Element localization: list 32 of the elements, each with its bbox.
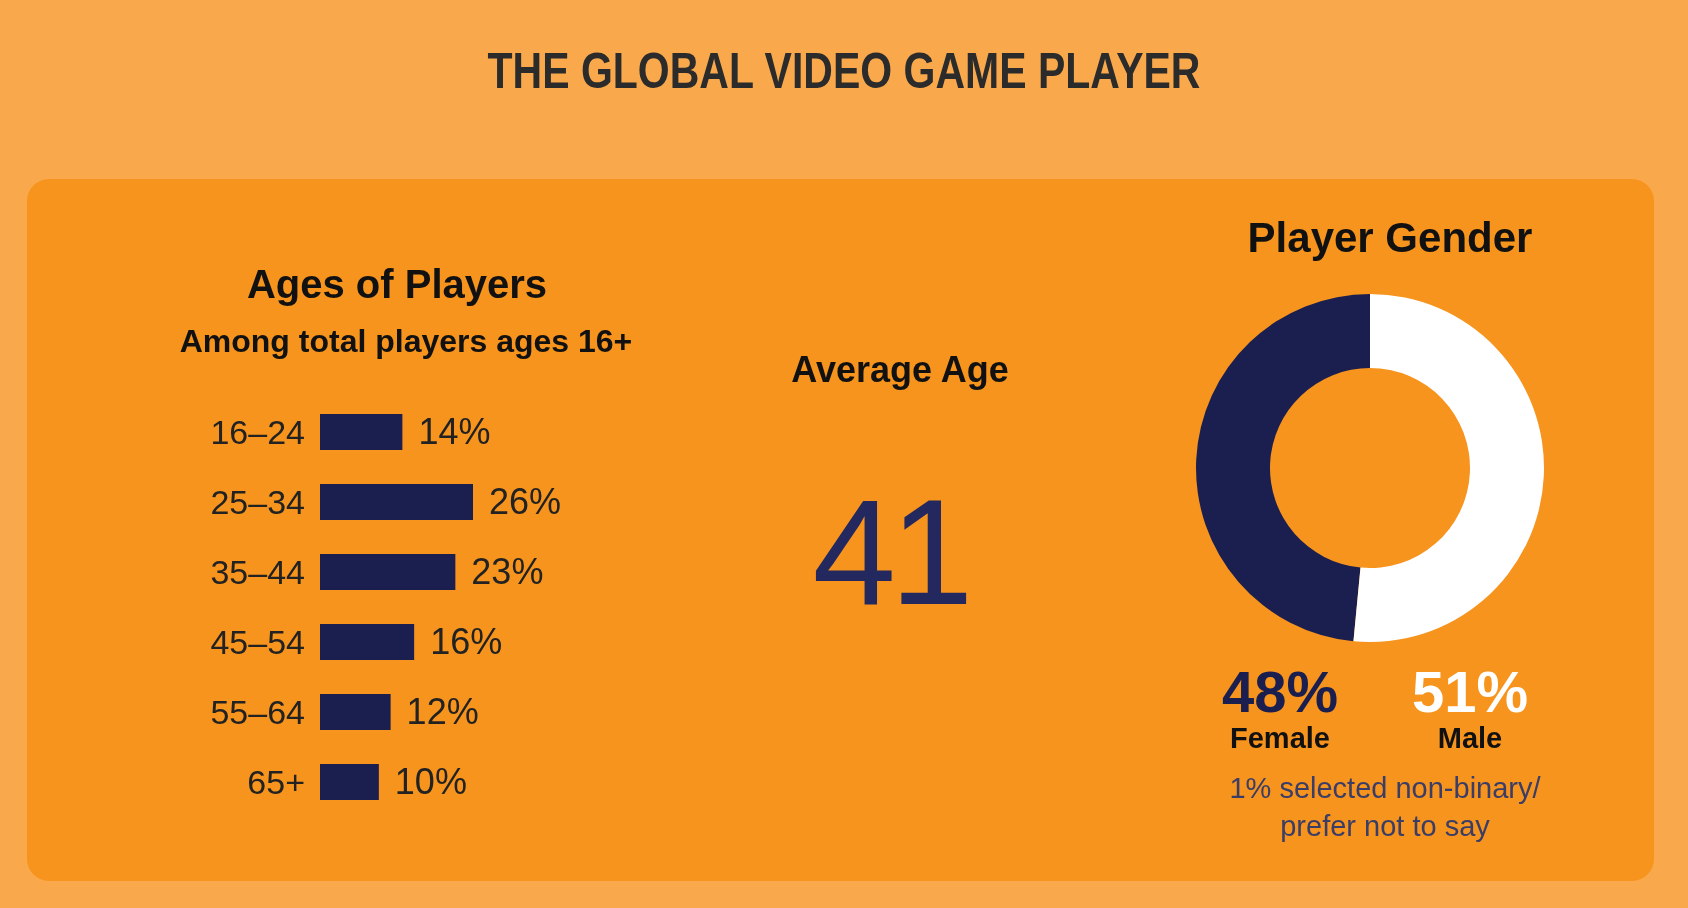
y-tick-label: 55–64 [210,693,305,731]
y-tick-label: 65+ [247,763,305,801]
text: THE GLOBAL VIDEO GAME PLAYER [487,43,1201,99]
data-label: 12% [406,691,479,732]
slice-label: Male [1437,722,1503,754]
text: prefer not to say [1280,810,1491,842]
data-label: 14% [418,411,491,452]
data-label: 51% [1411,659,1529,724]
y-tick-label: 45–54 [210,623,305,661]
chart-title: Ages of Players [246,262,548,306]
bar [320,484,473,520]
donut-slice [1353,294,1544,642]
y-tick-label: 16–24 [210,413,305,451]
donut-slice [1196,294,1370,642]
bar [320,624,415,660]
bar [320,554,456,590]
text: 1% selected non-binary/ [1229,772,1542,804]
bar [320,414,403,450]
bar [320,694,391,730]
bar [320,764,379,800]
data-label: 23% [471,551,544,592]
data-label: 16% [430,621,503,662]
data-label: 26% [489,481,562,522]
data-label: 48% [1221,659,1339,724]
y-tick-label: 25–34 [210,483,305,521]
text: Average Age [791,349,1009,390]
chart-subtitle: Among total players ages 16+ [179,323,633,359]
chart-title: Player Gender [1247,214,1533,261]
y-tick-label: 35–44 [210,553,305,591]
slice-label: Female [1230,722,1330,754]
text: 41 [812,468,968,636]
data-label: 10% [394,761,467,802]
